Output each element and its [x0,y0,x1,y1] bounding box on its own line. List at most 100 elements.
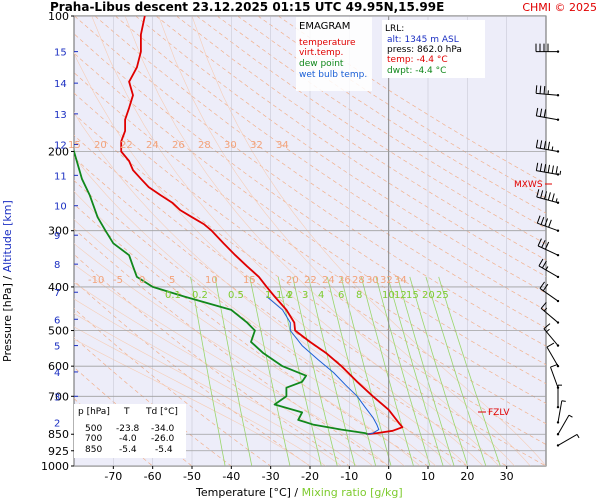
potential-temp-label: 5 [169,275,175,286]
wind-barb [556,400,566,424]
mixing-ratio-line [409,276,469,466]
legend-item-temperature: temperature [299,38,356,48]
wind-barb-flag [535,162,539,171]
wind-barb [535,162,562,176]
wind-barb-flag [543,323,551,330]
wind-barb-staff [557,414,570,435]
wind-barb-half [545,266,549,271]
wind-barb-dot [556,433,560,436]
potential-temp-label: 15 [68,140,81,151]
mixing-ratio-label: 10 [382,290,395,301]
temperature-tick-label: -70 [104,470,122,483]
mixing-ratio-line [277,276,322,466]
temperature-tick-label: 30 [500,470,514,483]
wind-barb-flag [537,238,542,247]
series-line-temperature [120,16,404,436]
altitude-tick-label: 4 [54,368,60,379]
altitude-tick-label: 11 [54,171,67,182]
mixing-ratio-line [340,276,392,466]
table-cell: 700 [85,434,102,444]
potential-temp-label: -10 [88,275,104,286]
potential-temp-label: 28 [198,140,211,151]
mixing-ratio-label: 4 [318,290,324,301]
potential-temp-label: -5 [113,275,123,286]
potential-temp-label: 24 [322,275,335,286]
table-cell: -23.8 [116,424,140,434]
wind-barb-flag [551,165,554,174]
lrl-heading: LRL: [385,24,404,34]
table-cell: 500 [85,424,102,434]
altitude-tick-label: 9 [54,231,60,242]
wind-barb-flag [536,215,541,224]
mixing-ratio-label: 12 [394,290,407,301]
wind-barb-flag [540,190,544,199]
svg-text:Pressure [hPa] / Altitude [k: Pressure [hPa] / Altitude [km] [1,200,14,362]
table-header-t: T [123,407,130,417]
wind-barb-staff [538,265,559,278]
table-cell: -26.0 [151,434,175,444]
wind-barb-staff [537,245,559,256]
potential-temp-label: 32 [250,140,263,151]
wind-barb [535,139,560,153]
altitude-tick-label: 3 [54,392,60,403]
potential-temp-label: 26 [338,275,351,286]
level-table: p [hPa] T Td [°C] 500 -23.8 -34.0 700 -4… [74,404,186,458]
wind-barb-dot [556,94,560,97]
table-header-td: Td [°C] [145,407,178,417]
wind-barb-flag [539,85,542,94]
wind-barb-half [559,170,562,175]
mixing-ratio-line [425,276,487,466]
wind-barb-flag [540,301,547,309]
wind-barb-flag [535,107,539,116]
altitude-tick-label: 8 [54,260,60,271]
lrl-box: LRL: alt: 1345 m ASL press: 862.0 hPa te… [382,20,485,78]
altitude-tick-label: 12 [54,141,67,152]
y-axis-title: Pressure [hPa] / [1,272,14,362]
dry-adiabat [155,16,546,277]
wind-barb-flag [547,192,551,201]
potential-temp-label: 24 [146,140,159,151]
mixing-ratio-line [214,276,253,466]
wind-barb-dot [556,229,560,232]
wind-barb-dot [556,201,560,204]
wind-barb [535,43,560,53]
x-axis-title: Temperature [°C] / [195,486,302,499]
dry-adiabat [74,113,546,445]
lrl-altitude: alt: 1345 m ASL [387,35,459,45]
mixing-ratio-label: 0.1 [165,290,181,301]
wind-barb-flag [543,191,548,200]
legend-item-virt-temp: virt.temp. [299,48,343,58]
wind-barb-flag [544,241,550,250]
dry-adiabat [74,52,546,385]
pressure-tick-label: 600 [48,360,69,373]
pressure-tick-label: 400 [48,281,69,294]
wind-barb-flag [541,260,547,269]
table-cell: -34.0 [151,424,175,434]
wind-barb-flag [539,108,543,117]
temperature-tick-label: 0 [385,470,392,483]
wind-barb-staff [543,328,559,346]
wind-barb-dot [556,253,560,257]
series-line-wet-bulb-temp- [266,296,380,435]
mixing-ratio-line [438,276,501,466]
altitude-tick-label: 5 [54,342,60,353]
potential-temp-label: 0 [139,275,145,286]
wind-barb-flag [543,109,547,118]
potential-temp-label: 20 [94,140,107,151]
wind-barb-flag [547,164,551,173]
wind-barb [535,107,560,121]
wind-barb-flag [543,141,547,150]
altitude-tick-label: 15 [54,48,67,59]
potential-temp-label: 34 [276,140,289,151]
wind-barb-staff [550,366,559,388]
wind-barb-flag [543,164,547,173]
wind-barb-flag [544,218,549,227]
wind-barb-staff [557,433,578,446]
wind-barb-flag [551,193,555,202]
legend-box: EMAGRAM temperature virt.temp. dew point… [296,17,372,91]
altitude-tick-label: 13 [54,110,67,121]
wind-barb [538,258,560,279]
table-cell: -5.4 [155,445,173,455]
dry-adiabat [74,92,546,425]
temperature-tick-label: -40 [222,470,240,483]
